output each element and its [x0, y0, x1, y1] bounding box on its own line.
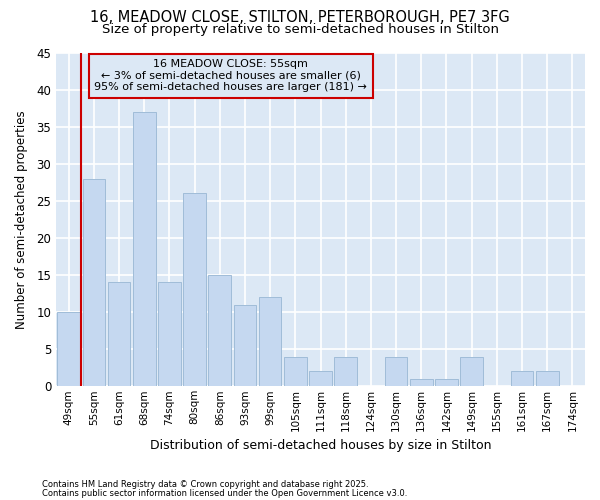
Text: Contains public sector information licensed under the Open Government Licence v3: Contains public sector information licen…	[42, 489, 407, 498]
Bar	[133, 112, 155, 386]
Text: Contains HM Land Registry data © Crown copyright and database right 2025.: Contains HM Land Registry data © Crown c…	[42, 480, 368, 489]
Bar	[58, 312, 80, 386]
Text: 16, MEADOW CLOSE, STILTON, PETERBOROUGH, PE7 3FG: 16, MEADOW CLOSE, STILTON, PETERBOROUGH,…	[90, 10, 510, 25]
Bar	[460, 356, 483, 386]
Y-axis label: Number of semi-detached properties: Number of semi-detached properties	[15, 110, 28, 328]
Bar	[208, 275, 231, 386]
Bar	[511, 372, 533, 386]
Bar	[233, 304, 256, 386]
Text: 16 MEADOW CLOSE: 55sqm
← 3% of semi-detached houses are smaller (6)
95% of semi-: 16 MEADOW CLOSE: 55sqm ← 3% of semi-deta…	[94, 59, 367, 92]
Bar	[83, 178, 105, 386]
Bar	[284, 356, 307, 386]
Bar	[536, 372, 559, 386]
Text: Size of property relative to semi-detached houses in Stilton: Size of property relative to semi-detach…	[101, 22, 499, 36]
Bar	[334, 356, 357, 386]
Bar	[385, 356, 407, 386]
Bar	[108, 282, 130, 387]
X-axis label: Distribution of semi-detached houses by size in Stilton: Distribution of semi-detached houses by …	[150, 440, 491, 452]
Bar	[435, 379, 458, 386]
Bar	[309, 372, 332, 386]
Bar	[259, 298, 281, 386]
Bar	[183, 194, 206, 386]
Bar	[158, 282, 181, 387]
Bar	[410, 379, 433, 386]
